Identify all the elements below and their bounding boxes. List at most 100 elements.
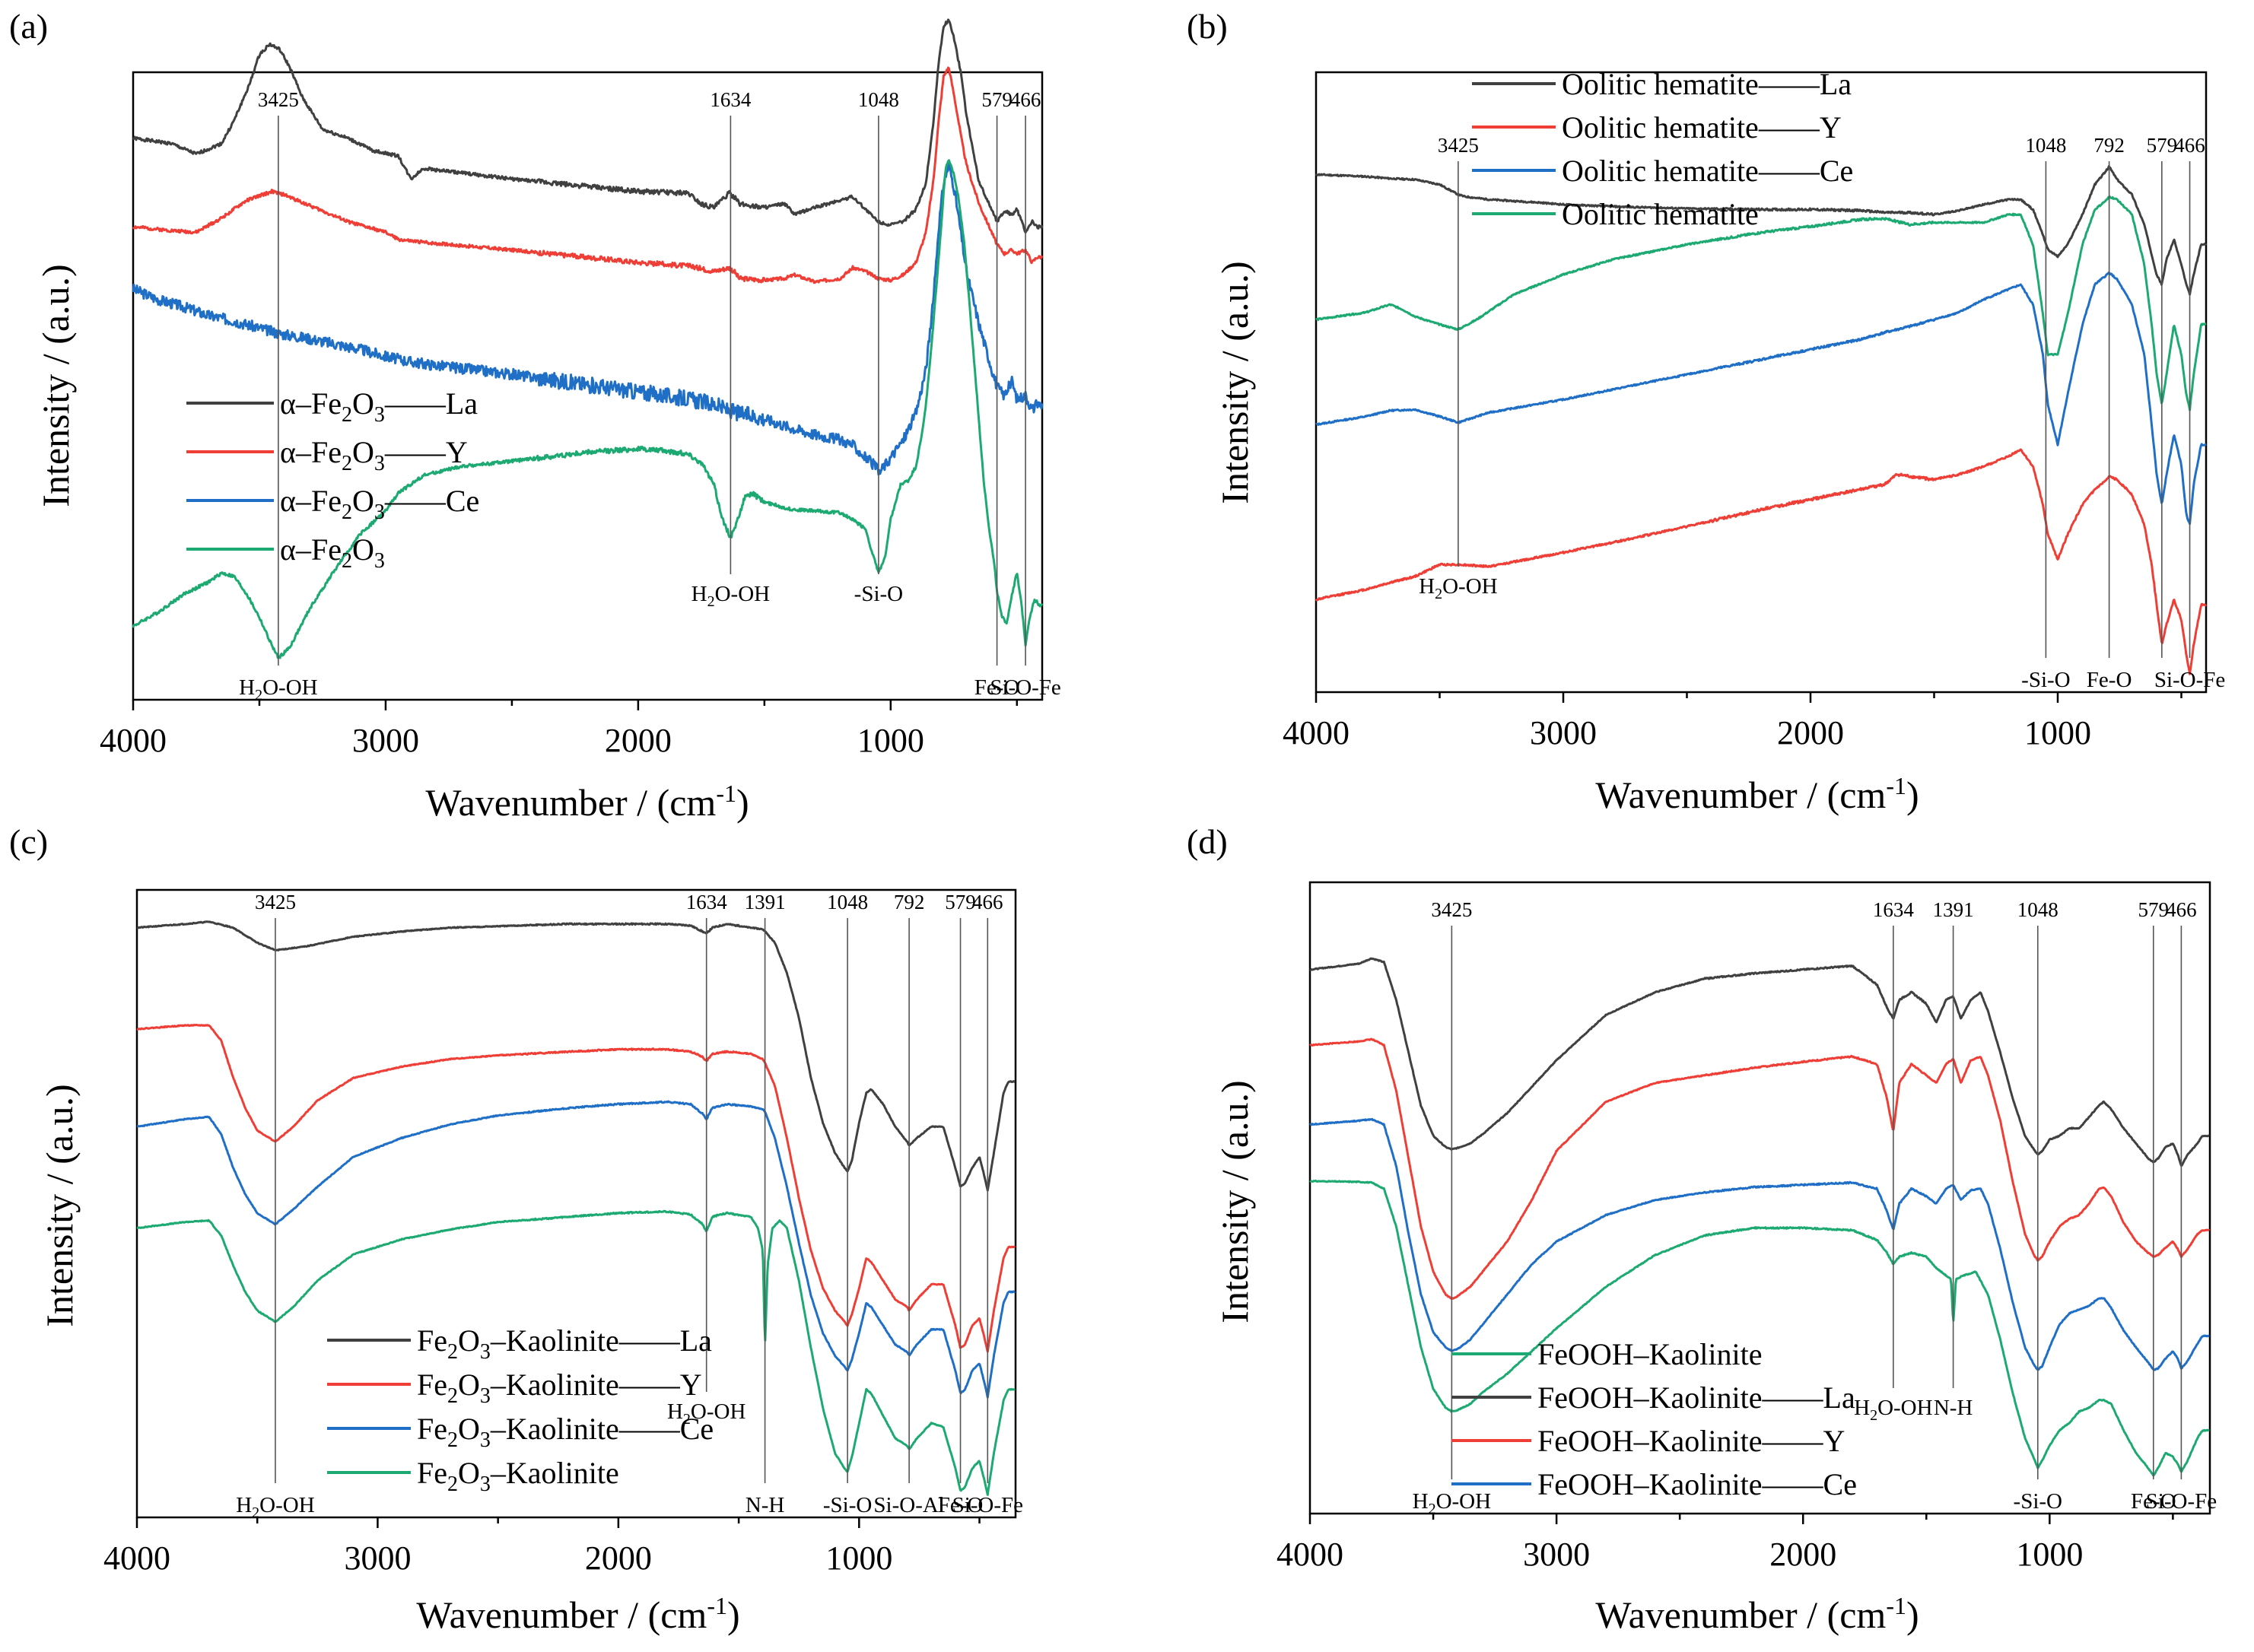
x-tick-label: 4000 [100, 722, 167, 759]
series-line-base [136, 1209, 1016, 1496]
legend-label: FeOOH–Kaolinite——La [1537, 1380, 1855, 1415]
assignment-label: -Si-O [2014, 1489, 2062, 1514]
legend-label: FeOOH–Kaolinite [1537, 1337, 1763, 1371]
assignment-label: H2O-OH [239, 675, 317, 704]
series-line-Y [1315, 448, 2207, 675]
series-line-La [1309, 957, 2210, 1168]
assignment-label: Si-O-Fe [2146, 1489, 2217, 1514]
x-tick-label: 1000 [825, 1539, 892, 1577]
legend-label: FeOOH–Kaolinite——Y [1537, 1424, 1845, 1458]
legend-entry: FeOOH–Kaolinite——Y [1451, 1424, 1845, 1458]
legend-entry: Fe2O3–Kaolinite——Ce [327, 1412, 714, 1452]
x-tick-label: 1000 [857, 722, 924, 759]
legend-label: Oolitic hematite [1562, 197, 1759, 231]
assignment-label: -Si-O [823, 1493, 872, 1517]
plot-frame [1308, 881, 2211, 1515]
legend-label: Fe2O3–Kaolinite——Ce [417, 1412, 714, 1452]
plot-frame [1315, 71, 2208, 694]
legend-label: α–Fe2O3——Ce [280, 484, 479, 524]
x-tick-label: 3000 [344, 1539, 411, 1577]
legend-label: α–Fe2O3——La [280, 386, 478, 427]
series-line-Ce [136, 1100, 1016, 1399]
legend-label: Oolitic hematite——Y [1562, 110, 1842, 145]
panel-a: (a) 4000 3000 2000 1000 Wavenumber / (cm-1) In… [9, 7, 1061, 824]
assignment-label: Si-O-Al [873, 1493, 944, 1517]
series-line-La [1315, 165, 2208, 296]
plot-frame [135, 888, 1017, 1519]
series-line-base [132, 159, 1044, 659]
peak-label: 3425 [1431, 898, 1472, 921]
panel-label: (c) [9, 822, 48, 861]
y-axis-label: Intensity / (a.u.) [38, 1084, 81, 1326]
peak-label: 579 [2138, 898, 2170, 921]
x-tick-label: 4000 [103, 1539, 170, 1577]
assignment-label: Fe-O [974, 675, 1020, 700]
legend-entry: Fe2O3–Kaolinite——Y [327, 1368, 702, 1408]
x-tick-label: 2000 [1777, 714, 1844, 751]
assignment-label: Fe-O [938, 1493, 984, 1517]
assignment-label: Si-O-Fe [952, 1493, 1023, 1517]
x-axis-label: Wavenumber / (cm-1) [416, 1592, 739, 1636]
assignment-label: Si-O-Fe [2154, 668, 2225, 692]
series-line-La [132, 18, 1044, 234]
peak-label: 3425 [1438, 134, 1479, 157]
legend-entry: FeOOH–Kaolinite——La [1451, 1380, 1855, 1415]
legend-entry: FeOOH–Kaolinite——Ce [1451, 1467, 1857, 1501]
peak-label: 1634 [710, 88, 752, 111]
peak-label: 1048 [2017, 898, 2058, 921]
legend-entry: Fe2O3–Kaolinite [327, 1456, 619, 1496]
x-axis-label: Wavenumber / (cm-1) [1595, 1592, 1919, 1636]
legend-label: α–Fe2O3——Y [280, 435, 468, 475]
legend-entry: Oolitic hematite [1472, 197, 1759, 231]
panel-label: (a) [9, 7, 48, 46]
series-line-Ce [132, 162, 1044, 476]
peak-label: 1391 [745, 891, 786, 913]
x-tick-label: 2000 [1769, 1536, 1836, 1573]
peak-label: 1048 [2025, 134, 2066, 157]
x-tick-label: 3000 [352, 722, 419, 759]
legend-entry: α–Fe2O3——La [186, 386, 478, 427]
legend-entry: α–Fe2O3 [186, 532, 385, 573]
legend-entry: Fe2O3–Kaolinite——La [327, 1323, 712, 1364]
legend-label: Fe2O3–Kaolinite——La [417, 1323, 712, 1364]
peak-label: 466 [2166, 898, 2197, 921]
panel-label: (b) [1187, 7, 1228, 46]
panel-label: (d) [1187, 822, 1228, 861]
peak-label: 466 [1010, 88, 1041, 111]
legend-entry: Oolitic hematite——La [1472, 67, 1852, 101]
assignment-label: -Si-O [2021, 668, 2070, 692]
assignment-label: -Si-O [854, 582, 903, 606]
x-tick-label: 2000 [585, 1539, 652, 1577]
assignment-label: H2O-OH [236, 1493, 314, 1521]
peak-label: 579 [945, 891, 976, 913]
legend-entry: α–Fe2O3——Y [186, 435, 468, 475]
series-line-Y [136, 1024, 1016, 1353]
panel-b: (b) 4000 3000 2000 1000 Wavenumber / (cm-1) In… [1187, 7, 2225, 816]
peak-label: 3425 [258, 88, 299, 111]
legend-entry: FeOOH–Kaolinite [1451, 1337, 1763, 1371]
assignment-label: Fe-O [2131, 1489, 2176, 1514]
peak-label: 1391 [1933, 898, 1974, 921]
legend-label: Fe2O3–Kaolinite [417, 1456, 619, 1496]
assignment-label: H2O-OH [1413, 1489, 1491, 1517]
assignment-label: H2O-OH [1854, 1396, 1932, 1424]
peak-label: 1048 [858, 88, 899, 111]
x-tick-label: 3000 [1530, 714, 1597, 751]
x-tick-label: 1000 [2024, 714, 2091, 751]
plot-frame [132, 71, 1044, 701]
legend-entry: Oolitic hematite——Ce [1472, 154, 1853, 188]
x-tick-label: 4000 [1276, 1536, 1343, 1573]
peak-label: 1634 [686, 891, 728, 913]
peak-label: 1634 [1873, 898, 1915, 921]
legend-label: Oolitic hematite——Ce [1562, 154, 1853, 188]
series-line-Y [132, 66, 1044, 284]
x-tick-label: 1000 [2016, 1536, 2083, 1573]
peak-label: 792 [894, 891, 925, 913]
assignment-label: H2O-OH [667, 1399, 746, 1428]
series-line-Y [1309, 1037, 2211, 1300]
assignment-label: Fe-O [2087, 668, 2132, 692]
x-axis-label: Wavenumber / (cm-1) [1595, 772, 1919, 816]
series-line-base [1315, 195, 2207, 411]
x-tick-label: 4000 [1283, 714, 1350, 751]
